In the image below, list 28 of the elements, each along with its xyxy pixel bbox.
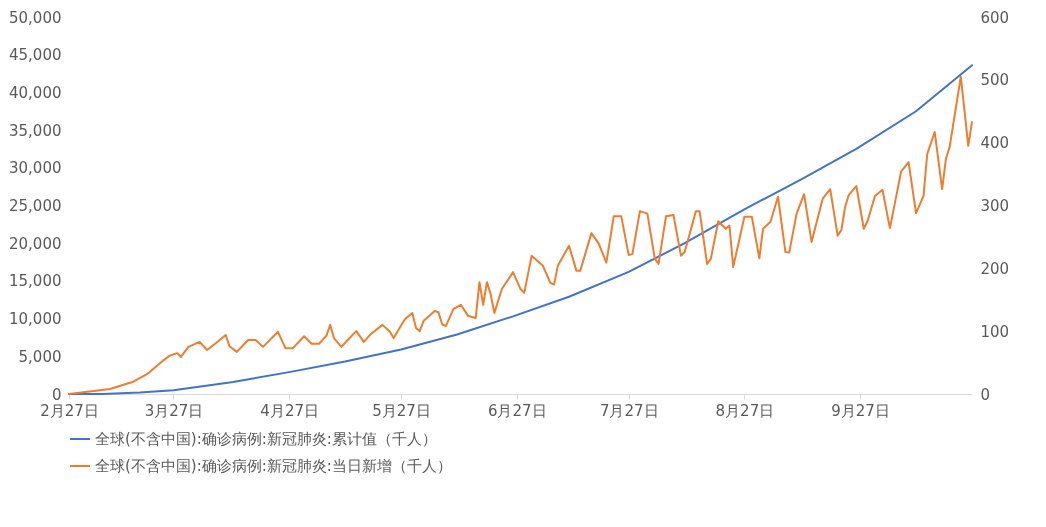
y-tick-label: 50,000 bbox=[9, 8, 62, 27]
x-tick-label: 8月27日 bbox=[715, 401, 775, 420]
y2-tick-label: 400 bbox=[980, 134, 1010, 153]
legend-label: 全球(不含中国):确诊病例:新冠肺炎:累计值（千人） bbox=[95, 430, 437, 448]
y-tick-label: 5,000 bbox=[18, 347, 62, 366]
x-tick-label: 2月27日 bbox=[40, 401, 99, 420]
x-tick-label: 9月27日 bbox=[831, 401, 890, 420]
y2-tick-label: 100 bbox=[980, 322, 1010, 341]
y-tick-label: 25,000 bbox=[9, 197, 62, 215]
legend-label: 全球(不含中国):确诊病例:新冠肺炎:当日新增（千人） bbox=[95, 457, 452, 475]
y-tick-label: 45,000 bbox=[9, 46, 62, 65]
y-tick-label: 15,000 bbox=[9, 272, 62, 291]
y2-tick-label: 600 bbox=[980, 8, 1010, 27]
y-tick-label: 0 bbox=[51, 385, 62, 404]
y-tick-label: 40,000 bbox=[9, 83, 62, 102]
x-tick-label: 4月27日 bbox=[260, 401, 319, 420]
y-tick-label: 30,000 bbox=[9, 159, 62, 178]
y2-tick-label: 300 bbox=[980, 197, 1010, 215]
y-tick-label: 20,000 bbox=[9, 234, 62, 253]
y2-tick-label: 500 bbox=[980, 71, 1010, 90]
x-tick-label: 6月27日 bbox=[487, 401, 547, 420]
y-tick-label: 10,000 bbox=[9, 310, 62, 329]
x-tick-label: 5月27日 bbox=[372, 401, 431, 420]
y2-tick-label: 0 bbox=[980, 385, 991, 404]
x-tick-label: 3月27日 bbox=[144, 401, 204, 420]
y-tick-label: 35,000 bbox=[9, 121, 62, 140]
y2-tick-label: 200 bbox=[980, 259, 1010, 278]
x-tick-label: 7月27日 bbox=[599, 401, 659, 420]
